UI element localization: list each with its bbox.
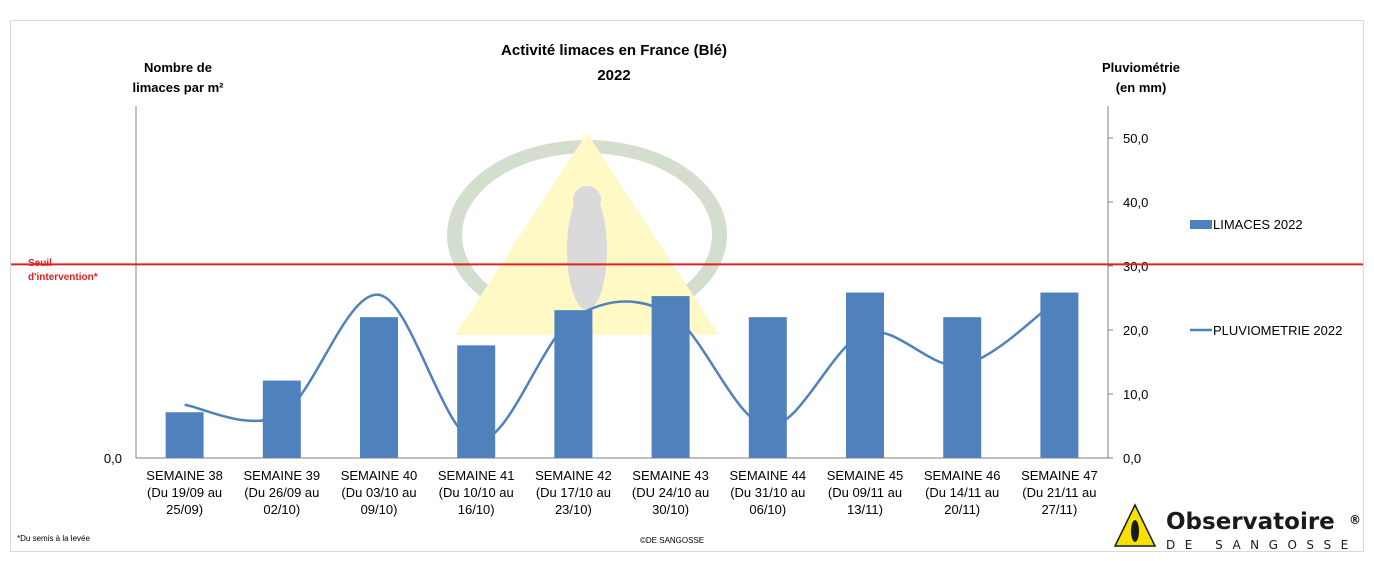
category-label: SEMAINE 40 [341, 468, 418, 483]
right-tick-label: 30,0 [1123, 259, 1148, 274]
category-label: (Du 10/10 au [439, 485, 514, 500]
category-label: SEMAINE 38 [146, 468, 223, 483]
category-label: (Du 09/11 au [828, 485, 902, 500]
right-tick-label: 0,0 [1123, 451, 1141, 466]
right-tick-label: 10,0 [1123, 387, 1148, 402]
chart-title: Activité limaces en France (Blé) [501, 42, 727, 59]
category-label: (Du 17/10 au [536, 485, 611, 500]
category-label: SEMAINE 42 [535, 468, 612, 483]
category-labels: SEMAINE 38 (Du 19/09 au 25/09) SEMAINE 39 (D… [146, 468, 1097, 517]
line-group [184, 293, 1061, 443]
right-tick-label: 20,0 [1123, 323, 1148, 338]
category-label: (Du 21/11 au [1022, 485, 1096, 500]
category-label: (Du 14/11 au [925, 485, 999, 500]
category-label: 06/10) [749, 502, 786, 517]
category-label: SEMAINE 39 [244, 468, 321, 483]
category-label: 16/10) [458, 502, 495, 517]
category-label: 02/10) [263, 502, 300, 517]
bar-limaces [165, 412, 204, 458]
bar-limaces [943, 317, 982, 458]
category-label: (Du 19/09 au [147, 485, 222, 500]
bars-group [165, 292, 1079, 458]
logo-name: Observatoire [1166, 509, 1335, 535]
right-tick-label: 40,0 [1123, 195, 1148, 210]
bar-limaces [554, 310, 593, 458]
bar-limaces [360, 317, 398, 458]
slug-watermark [447, 133, 727, 335]
threshold-label-line1: Seuil [28, 258, 52, 269]
category-label: 20/11) [944, 502, 980, 517]
logo-subtitle: DE SANGOSSE [1166, 538, 1358, 552]
bar-limaces [457, 345, 496, 458]
footnote: *Du semis à la levée [17, 534, 90, 543]
category-label: SEMAINE 47 [1021, 468, 1098, 483]
right-tick-label: 50,0 [1123, 131, 1148, 146]
left-axis-label-line2: limaces par m² [132, 80, 224, 95]
category-label: 27/11) [1041, 502, 1077, 517]
category-label: (Du 31/10 au [730, 485, 805, 500]
threshold-label-line2: d'intervention* [28, 272, 98, 283]
right-axis-label-line1: Pluviométrie [1102, 60, 1180, 75]
category-label: 25/09) [166, 502, 203, 517]
category-label: SEMAINE 41 [438, 468, 515, 483]
category-label: 23/10) [555, 502, 592, 517]
category-label: SEMAINE 44 [730, 468, 807, 483]
bar-limaces [748, 317, 787, 458]
legend-label-pluvio: PLUVIOMETRIE 2022 [1213, 323, 1342, 338]
category-label: SEMAINE 43 [632, 468, 709, 483]
legend-label-limaces: LIMACES 2022 [1213, 217, 1303, 232]
right-axis-label-line2: (en mm) [1116, 80, 1167, 95]
category-label: 30/10) [652, 502, 689, 517]
legend-swatch-limaces [1190, 220, 1212, 229]
category-label: SEMAINE 46 [924, 468, 1001, 483]
line-pluviometrie [184, 293, 1061, 443]
category-label: 13/11) [847, 502, 883, 517]
category-label: SEMAINE 45 [827, 468, 904, 483]
bar-limaces [1040, 292, 1079, 458]
bar-limaces [846, 292, 884, 458]
category-label: (Du 26/09 au [244, 485, 319, 500]
left-tick-label: 0,0 [104, 451, 122, 466]
observatoire-logo: Observatoire ® DE SANGOSSE [1113, 503, 1361, 552]
bar-limaces [651, 296, 690, 458]
category-label: (DU 24/10 au [632, 485, 709, 500]
left-axis-label-line1: Nombre de [144, 60, 212, 75]
category-label: 09/10) [361, 502, 398, 517]
chart-frame [10, 20, 1364, 552]
logo-registered: ® [1349, 513, 1361, 527]
copyright: ©DE SANGOSSE [640, 536, 704, 545]
chart-subtitle: 2022 [597, 67, 630, 84]
ticks-group: 0,0 0,0 10,0 20,0 30,0 40,0 50,0 [104, 131, 1148, 466]
category-label: (Du 03/10 au [341, 485, 416, 500]
